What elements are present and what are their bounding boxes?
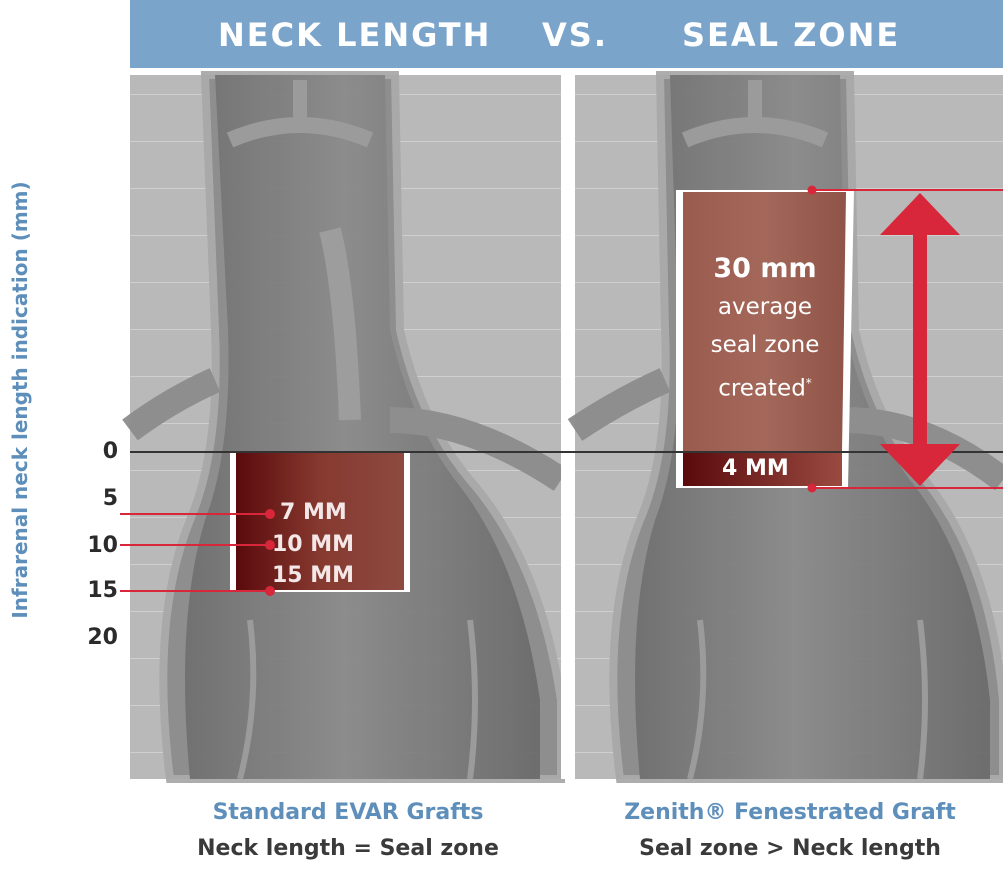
left-caption-subtitle: Neck length = Seal zone xyxy=(197,836,499,861)
header-right-title: SEAL ZONE xyxy=(682,16,901,54)
leader-10mm-dot xyxy=(265,540,275,550)
tick-5: 5 xyxy=(102,486,118,511)
tick-0: 0 xyxy=(102,439,118,464)
tick-20: 20 xyxy=(87,625,118,650)
seal-desc-3: created xyxy=(718,375,806,402)
seal-desc-2: seal zone xyxy=(710,332,820,358)
right-caption-subtitle: Seal zone > Neck length xyxy=(639,836,941,861)
seal-footnote: * xyxy=(805,376,812,390)
seal-top-dot xyxy=(807,185,817,195)
arrow-head-down xyxy=(880,444,960,486)
label-7mm: 7 MM xyxy=(280,500,347,525)
panel-divider xyxy=(561,75,575,779)
header-left-title: NECK LENGTH xyxy=(218,16,492,54)
leader-15mm-dot xyxy=(265,586,275,596)
header-vs: VS. xyxy=(542,16,608,54)
label-15mm: 15 MM xyxy=(272,563,355,588)
tick-10: 10 xyxy=(87,533,118,558)
right-seal-zone xyxy=(683,192,846,452)
seal-bottom-dot xyxy=(807,483,817,493)
seal-zone-text: 30 mm average seal zone created* xyxy=(690,250,840,408)
label-10mm: 10 MM xyxy=(272,532,355,557)
header-banner: NECK LENGTH VS. SEAL ZONE xyxy=(130,0,1003,68)
right-measurement xyxy=(807,185,1003,493)
seal-value: 30 mm xyxy=(713,253,817,284)
arrow-shaft xyxy=(913,225,927,455)
left-leader-lines xyxy=(120,509,275,596)
right-panel xyxy=(567,71,1003,783)
arrow-head-up xyxy=(880,193,960,235)
right-neck-zone xyxy=(683,452,842,486)
left-panel xyxy=(122,71,569,783)
left-caption-title: Standard EVAR Grafts xyxy=(212,800,484,825)
leader-7mm-dot xyxy=(265,509,275,519)
left-seal-zone xyxy=(236,452,404,590)
seal-desc-1: average xyxy=(717,294,813,320)
right-caption-title: Zenith® Fenestrated Graft xyxy=(624,800,956,825)
left-aorta xyxy=(122,71,569,783)
label-4mm: 4 MM xyxy=(722,456,789,481)
seal-desc-3-wrap: created* xyxy=(690,364,840,408)
tick-15: 15 xyxy=(87,578,118,603)
